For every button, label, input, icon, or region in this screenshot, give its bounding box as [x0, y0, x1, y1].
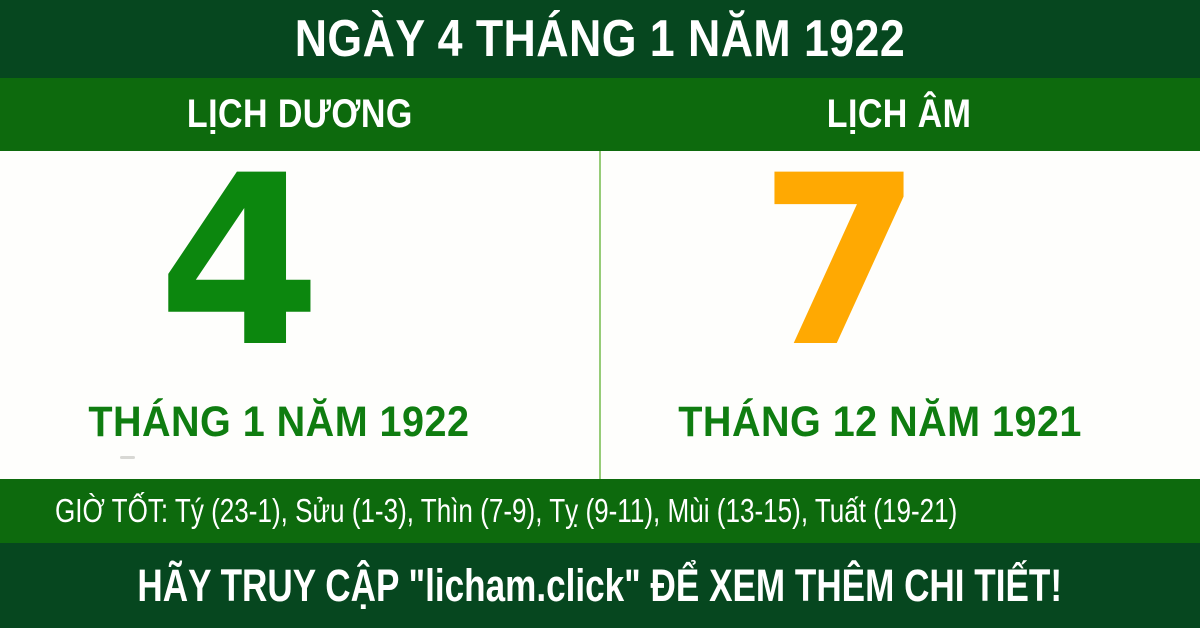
page-title: NGÀY 4 THÁNG 1 NĂM 1922: [294, 10, 906, 68]
column-divider: [599, 151, 601, 479]
solar-header-cell: LỊCH DƯƠNG: [0, 92, 599, 137]
good-hours-text: GIỜ TỐT: Tý (23-1), Sửu (1-3), Thìn (7-9…: [55, 492, 958, 529]
solar-day-number: 4: [157, 126, 322, 399]
solar-panel: 4 THÁNG 1 NĂM 1922: [0, 126, 599, 479]
lunar-calendar-label: LỊCH ÂM: [827, 92, 972, 136]
date-title-bar: NGÀY 4 THÁNG 1 NĂM 1922: [0, 0, 1200, 78]
good-hours-bar: GIỜ TỐT: Tý (23-1), Sửu (1-3), Thìn (7-9…: [0, 479, 1200, 543]
lunar-day-number: 7: [758, 126, 923, 399]
solar-calendar-label: LỊCH DƯƠNG: [186, 92, 413, 136]
lunar-header-cell: LỊCH ÂM: [599, 92, 1200, 137]
footer-cta-bar: HÃY TRUY CẬP "licham.click" ĐỂ XEM THÊM …: [0, 543, 1200, 628]
smudge-artifact: [120, 456, 135, 459]
footer-cta-text[interactable]: HÃY TRUY CẬP "licham.click" ĐỂ XEM THÊM …: [137, 559, 1063, 611]
solar-month-year: THÁNG 1 NĂM 1922: [88, 398, 470, 446]
lunar-panel: 7 THÁNG 12 NĂM 1921: [601, 126, 1200, 479]
calendar-panels: 4 THÁNG 1 NĂM 1922 7 THÁNG 12 NĂM 1921: [0, 126, 1200, 479]
calendar-type-header: LỊCH DƯƠNG LỊCH ÂM: [0, 78, 1200, 151]
lunar-month-year: THÁNG 12 NĂM 1921: [678, 398, 1083, 446]
